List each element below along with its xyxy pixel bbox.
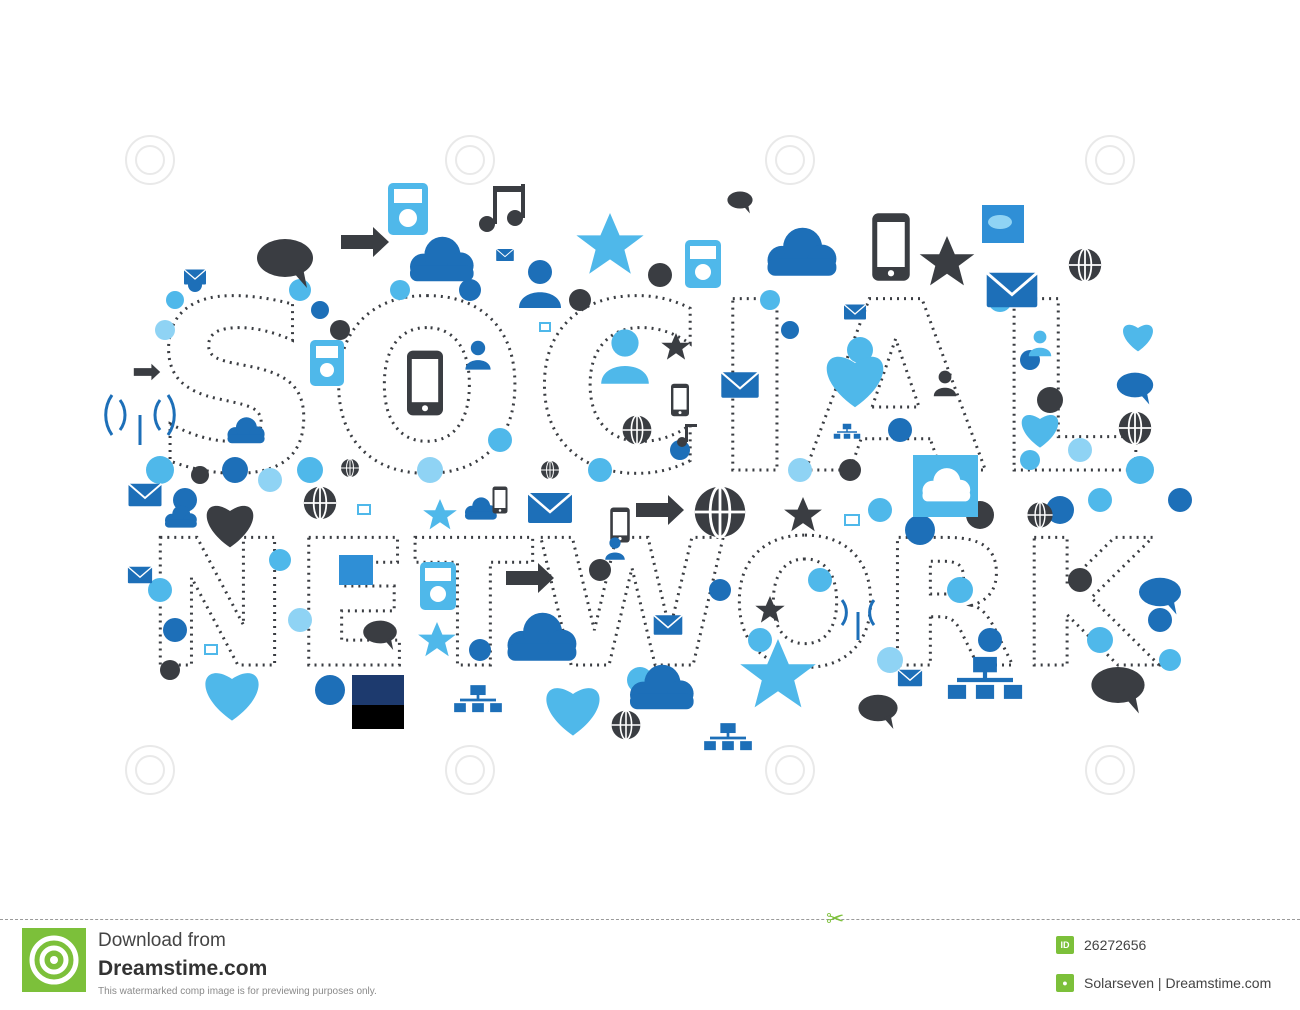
- watermark-notice: This watermarked comp image is for previ…: [98, 986, 377, 997]
- music-note-icon: [479, 184, 697, 447]
- mp3-player-icon: [310, 183, 721, 610]
- author-credit: Solarseven | Dreamstime.com: [1084, 975, 1272, 991]
- id-badge: ID: [1056, 936, 1074, 954]
- footer-divider: [0, 919, 1300, 920]
- image-id: 26272656: [1084, 937, 1147, 953]
- author-icon: ●: [1056, 974, 1074, 992]
- scissors-icon: ✂: [826, 906, 845, 931]
- site-name: Dreamstime.com: [98, 957, 268, 980]
- monitor-icon: [204, 322, 860, 655]
- author-row: ● Solarseven | Dreamstime.com: [1056, 973, 1271, 993]
- image-id-row: ID 26272656: [1056, 935, 1146, 955]
- photo-icon: [339, 205, 1024, 729]
- wifi-tower-icon: [104, 394, 876, 640]
- dreamstime-logo: [22, 928, 86, 992]
- dot-cluster: [146, 263, 1192, 705]
- social-network-artwork: SOCIAL NETWORK: [104, 135, 1192, 795]
- download-from-label: Download from: [98, 930, 226, 951]
- watermark-pattern: [125, 135, 1135, 795]
